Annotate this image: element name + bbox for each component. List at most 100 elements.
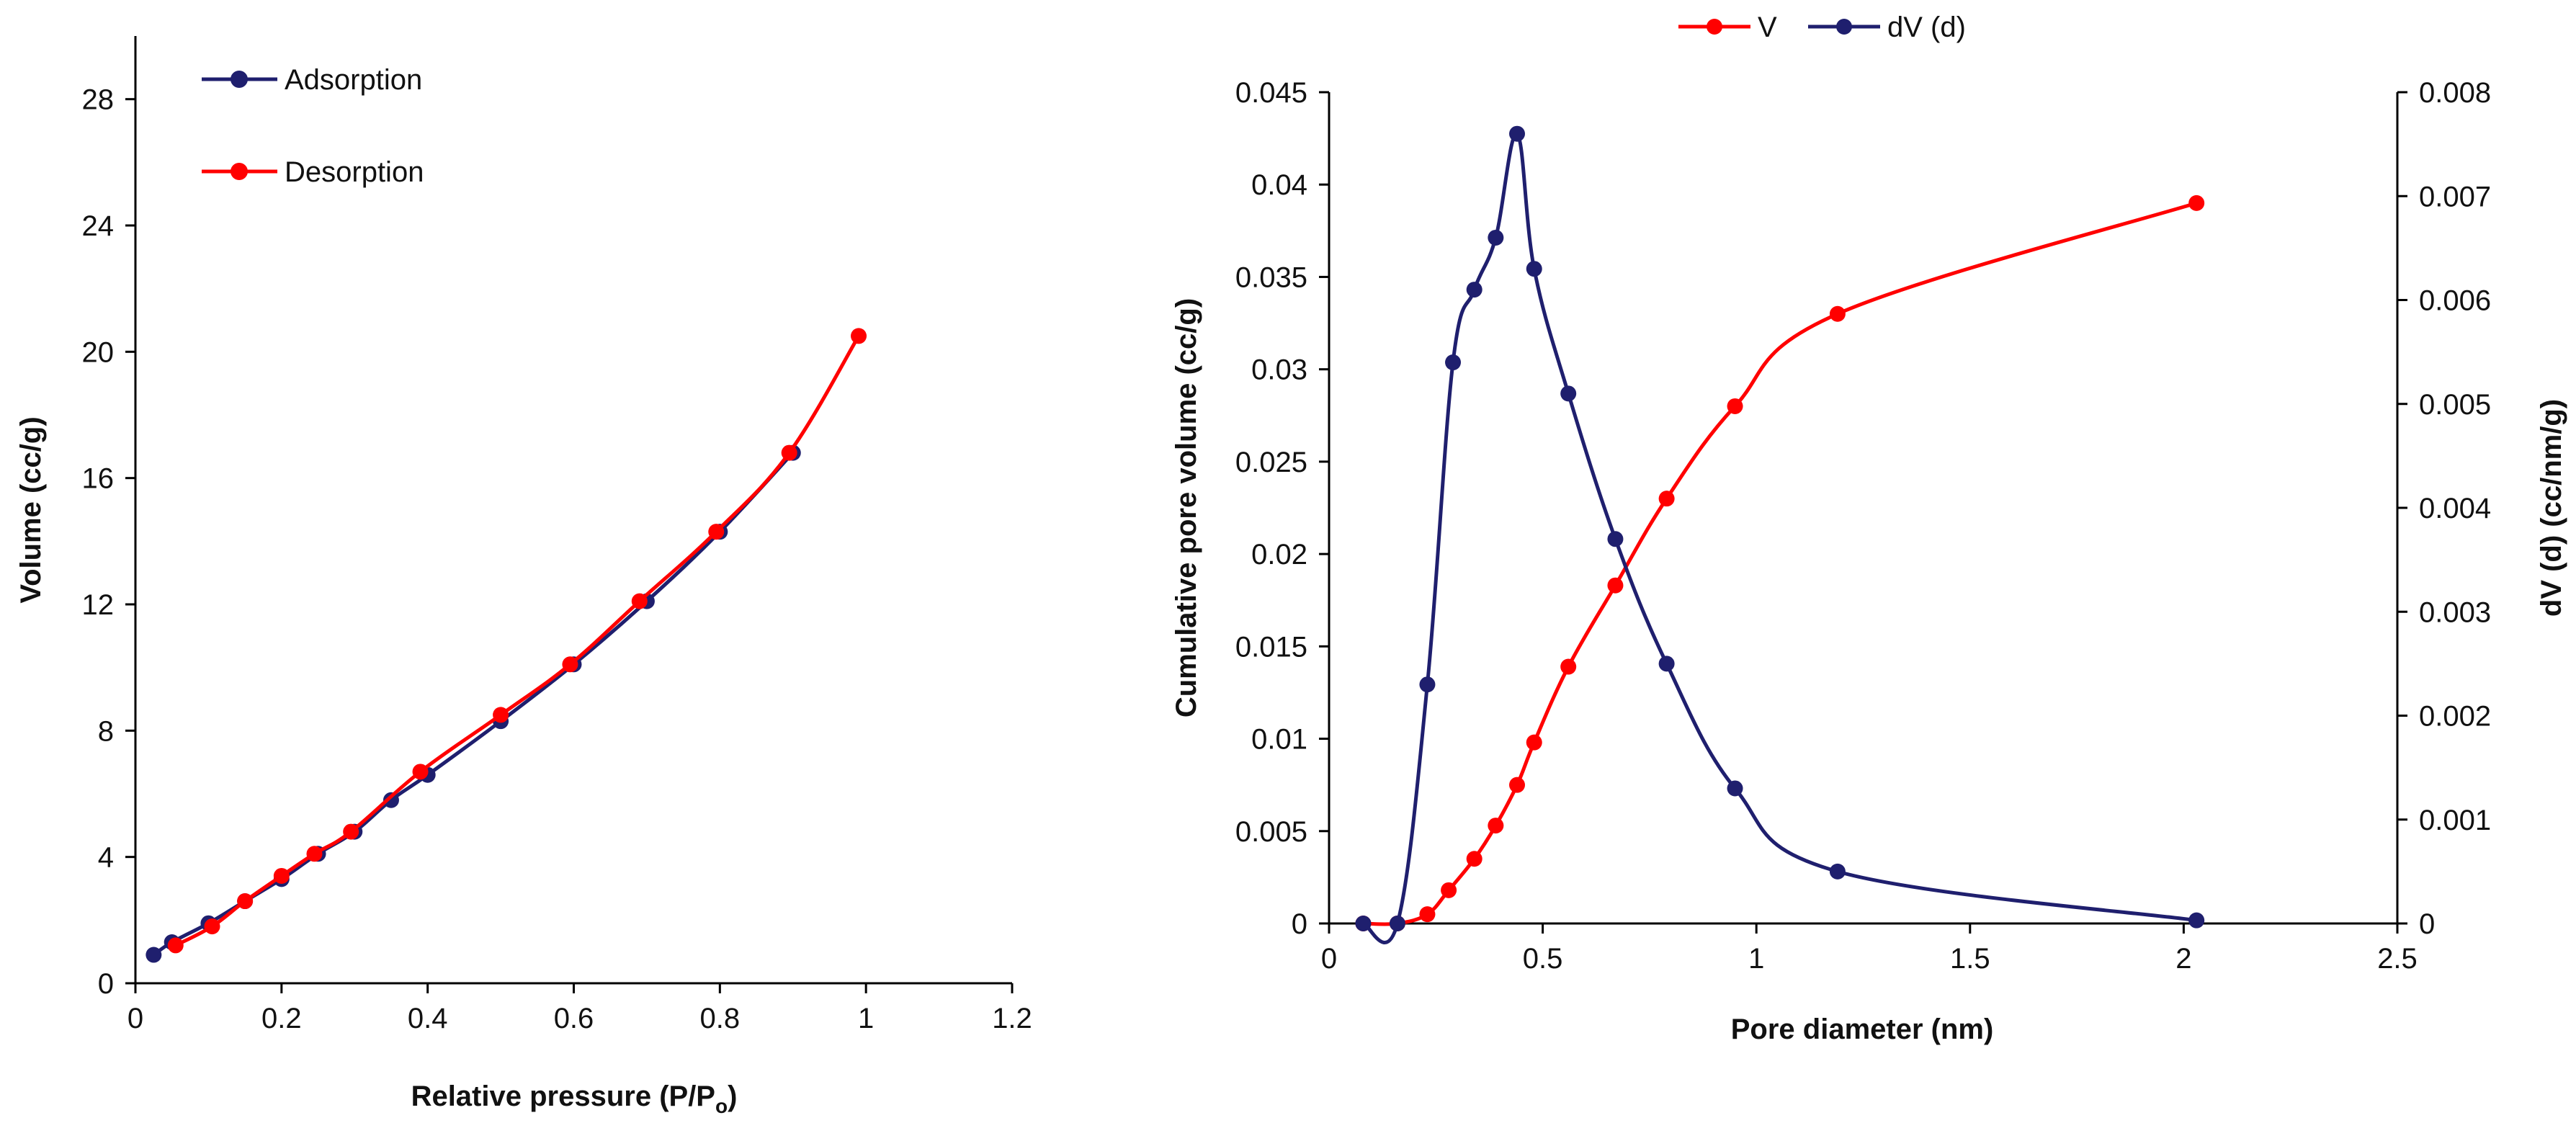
pore-series-dv-d-point (1466, 282, 1482, 298)
pore-y2-tick-label: 0.007 (2419, 181, 2491, 212)
pore-x-tick-label: 2.5 (2377, 943, 2418, 975)
legend-desorption-marker (231, 163, 248, 180)
isotherm-y-tick-label: 16 (82, 463, 115, 495)
pore-series-dv-d-point (1509, 125, 1526, 142)
isotherm-chart: 0 0.2 0.4 0.6 0.8 1 1.2 0 4 8 12 16 20 24 28 Volume (c… (15, 36, 1032, 1117)
pore-series-dv-d-point (1488, 229, 1504, 246)
isotherm-x-tick-label: 1 (858, 1003, 874, 1034)
pore-legend: V dV (d) (1678, 12, 1966, 43)
pore-y2-tick-label: 0.002 (2419, 701, 2491, 733)
isotherm-series-desorption-point (851, 328, 867, 344)
pore-y2-tick-label: 0.001 (2419, 805, 2491, 836)
pore-x-tick-label: 0.5 (1523, 943, 1563, 975)
pore-series-v-point (1560, 658, 1577, 675)
isotherm-series-adsorption-point (383, 792, 399, 808)
pore-y2-tick-label: 0.004 (2419, 493, 2491, 524)
pore-series-dv-d-point (1829, 863, 1846, 880)
isotherm-series-desorption-point (306, 846, 323, 862)
pore-series-dv-d-point (1419, 676, 1436, 693)
isotherm-series-adsorption-line (152, 451, 795, 957)
pore-y-tick-label: 0.02 (1251, 539, 1307, 571)
legend-item-adsorption: Adsorption (202, 64, 422, 96)
pore-series-v-point (1466, 851, 1482, 867)
pore-left-y-axis-label: Cumulative pore volume (cc/g) (1171, 298, 1202, 717)
pore-series-dv-d-point (2188, 912, 2205, 929)
pore-series (1355, 125, 2205, 944)
pore-right-y-axis-label: dV (d) (cc/nm/g) (2536, 399, 2567, 617)
pore-series-dv-d-point (1607, 531, 1624, 547)
pore-series-v-point (1509, 777, 1526, 793)
isotherm-series-desorption-point (562, 656, 578, 673)
isotherm-series-desorption-point (631, 593, 648, 609)
legend-dvd-marker (1836, 19, 1852, 35)
pore-y-tick-label: 0.015 (1235, 631, 1307, 663)
legend-item-desorption: Desorption (202, 156, 424, 188)
isotherm-y-tick-label: 24 (82, 210, 115, 242)
pore-series-v-point (1829, 305, 1846, 322)
isotherm-y-tick-label: 8 (98, 715, 114, 747)
isotherm-series-desorption-point (273, 867, 290, 884)
isotherm-x-label-subscript: o (715, 1095, 728, 1117)
isotherm-x-label-main: Relative pressure (P/P (411, 1081, 715, 1112)
isotherm-x-tick-label: 0 (128, 1003, 143, 1034)
pore-y2-tick-label: 0.008 (2419, 77, 2491, 109)
pore-series-v-point (1526, 734, 1542, 751)
pore-series-dv-d-point (1355, 916, 1372, 931)
isotherm-series-desorption-point (708, 524, 725, 540)
pore-y-tick-label: 0.01 (1251, 724, 1307, 756)
isotherm-legend: Adsorption Desorption (202, 64, 424, 188)
pore-series-v-point (2188, 194, 2205, 211)
pore-y2-tick-label: 0.003 (2419, 596, 2491, 628)
legend-dvd-label: dV (d) (1887, 12, 1966, 43)
pore-series-dv-d-point (1658, 656, 1675, 672)
isotherm-x-axis-label: Relative pressure (P/Po) (411, 1081, 738, 1117)
pore-distribution-chart: 0 0.5 1 1.5 2 2.500.0050.010.0150.020.0250.03… (1171, 12, 2567, 1045)
isotherm-series-desorption-point (167, 937, 184, 954)
pore-y-tick-label: 0.005 (1235, 816, 1307, 848)
pore-series-dv-d-line (1362, 132, 2197, 944)
isotherm-y-axis-label: Volume (cc/g) (15, 416, 47, 603)
pore-y2-tick-label: 0.005 (2419, 389, 2491, 421)
pore-y-tick-label: 0 (1292, 908, 1307, 940)
isotherm-y-tick-label: 4 (98, 842, 114, 874)
isotherm-series-desorption-point (493, 707, 509, 723)
isotherm-series-desorption-point (237, 893, 254, 910)
pore-x-tick-label: 1.5 (1950, 943, 1990, 975)
pore-series-dv-d-point (1445, 354, 1462, 371)
pore-series-dv-d-point (1389, 916, 1405, 931)
pore-y-tick-label: 0.035 (1235, 261, 1307, 293)
pore-y-tick-label: 0.04 (1251, 169, 1307, 201)
isotherm-series-desorption-point (343, 823, 359, 840)
pore-series-v-point (1727, 398, 1743, 414)
isotherm-x-label-suffix: ) (728, 1081, 737, 1112)
pore-x-tick-label: 1 (1748, 943, 1764, 975)
legend-item-dvd: dV (d) (1808, 12, 1966, 43)
isotherm-series (146, 328, 867, 963)
isotherm-series-adsorption-point (146, 947, 162, 963)
isotherm-ticks: 0 0.2 0.4 0.6 0.8 1 1.2 0 4 8 12 16 20 24 28 (82, 84, 1032, 1034)
isotherm-series-desorption-point (412, 764, 429, 780)
isotherm-x-tick-label: 0.8 (700, 1003, 741, 1034)
pore-y-tick-label: 0.045 (1235, 77, 1307, 109)
legend-v-marker (1707, 19, 1722, 35)
pore-series-dv-d-point (1727, 780, 1743, 797)
pore-series-v-point (1441, 882, 1457, 898)
isotherm-series-desorption-line (174, 335, 861, 947)
legend-adsorption-label: Adsorption (285, 64, 422, 96)
legend-adsorption-marker (231, 71, 248, 88)
pore-series-dv-d-point (1560, 385, 1577, 402)
isotherm-y-tick-label: 20 (82, 336, 115, 368)
legend-v-label: V (1758, 12, 1777, 43)
isotherm-series-desorption-point (781, 444, 797, 461)
isotherm-x-tick-label: 1.2 (992, 1003, 1032, 1034)
isotherm-y-tick-label: 28 (82, 84, 115, 116)
isotherm-x-tick-label: 0.2 (261, 1003, 302, 1034)
pore-series-dv-d-point (1526, 261, 1542, 277)
pore-y-tick-label: 0.025 (1235, 447, 1307, 478)
pore-y2-tick-label: 0 (2419, 908, 2435, 940)
pore-series-v-point (1488, 818, 1504, 834)
pore-series-v-point (1658, 491, 1675, 507)
pore-x-axis-label: Pore diameter (nm) (1731, 1014, 1994, 1045)
legend-item-v: V (1678, 12, 1777, 43)
